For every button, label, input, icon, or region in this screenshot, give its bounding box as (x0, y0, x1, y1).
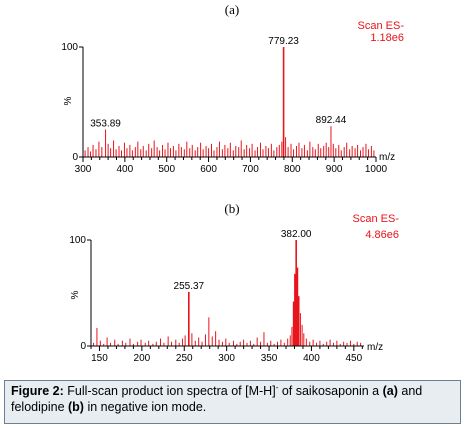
x-tick-label: 400 (117, 164, 134, 175)
y-tick-label: 100 (61, 42, 78, 53)
peak-label: 892.44 (316, 115, 347, 126)
x-axis-label: m/z (379, 152, 395, 163)
peak-series (84, 47, 375, 157)
y-axis-label: % (70, 290, 81, 299)
peak-labels: 779.23 892.44 353.89 (90, 36, 346, 130)
x-tick-label: 400 (303, 353, 320, 364)
peak-series (93, 240, 362, 346)
caption-text: of saikosaponin a (278, 384, 383, 398)
y-tick-label: 0 (80, 341, 86, 352)
spectrum-panel-a: (a) Scan ES- 1.18e6 % 779.23 892.44 353.89… (61, 2, 404, 175)
peak-label: 779.23 (268, 36, 299, 47)
y-tick-label: 0 (72, 152, 78, 163)
panel-label: (b) (224, 201, 239, 216)
scan-intensity-label: 1.18e6 (370, 32, 404, 44)
peak-label: 255.37 (174, 281, 205, 292)
caption-text: Full-scan product ion spectra of [M-H] (63, 384, 276, 398)
x-tick-label: 500 (158, 164, 175, 175)
scan-intensity-label: 4.86e6 (365, 229, 399, 241)
y-tick-label: 100 (69, 235, 86, 246)
spectra-figure: (a) Scan ES- 1.18e6 % 779.23 892.44 353.89… (61, 2, 404, 364)
caption-label: Figure 2: (11, 384, 64, 398)
x-axis-label: m/z (367, 342, 383, 353)
x-tick-label: 800 (284, 164, 301, 175)
y-axis-label: % (63, 96, 74, 105)
x-tick-label: 250 (176, 353, 193, 364)
panel-label: (a) (225, 2, 239, 17)
x-tick-label: 300 (75, 164, 92, 175)
x-ticks: 300 400 500 600 700 800 900 1000 (75, 157, 388, 175)
x-tick-label: 900 (326, 164, 343, 175)
x-tick-label: 450 (345, 353, 362, 364)
x-tick-label: 200 (134, 353, 151, 364)
caption-ref-b: (b) (68, 400, 84, 414)
caption-text: in negative ion mode. (83, 400, 207, 414)
scan-mode-label: Scan ES- (353, 213, 400, 225)
x-tick-label: 300 (218, 353, 235, 364)
peak-labels: 382.00 255.37 (174, 229, 312, 292)
x-tick-label: 150 (91, 353, 108, 364)
caption-ref-a: (a) (382, 384, 398, 398)
x-tick-label: 1000 (365, 164, 388, 175)
caption-text: and felodipine (11, 384, 423, 414)
peak-label: 382.00 (281, 229, 312, 240)
x-ticks: 150 200 250 300 350 400 450 (90, 346, 363, 364)
y-ticks: 0 100 (61, 42, 83, 163)
x-tick-label: 350 (261, 353, 278, 364)
scan-mode-label: Scan ES- (358, 20, 405, 32)
y-ticks: 0 100 (69, 235, 91, 352)
caption-superscript: - (275, 382, 279, 392)
peak-label: 353.89 (90, 119, 121, 130)
figure-caption: Figure 2: Full-scan product ion spectra … (4, 380, 461, 424)
x-tick-label: 700 (242, 164, 259, 175)
x-tick-label: 600 (200, 164, 217, 175)
